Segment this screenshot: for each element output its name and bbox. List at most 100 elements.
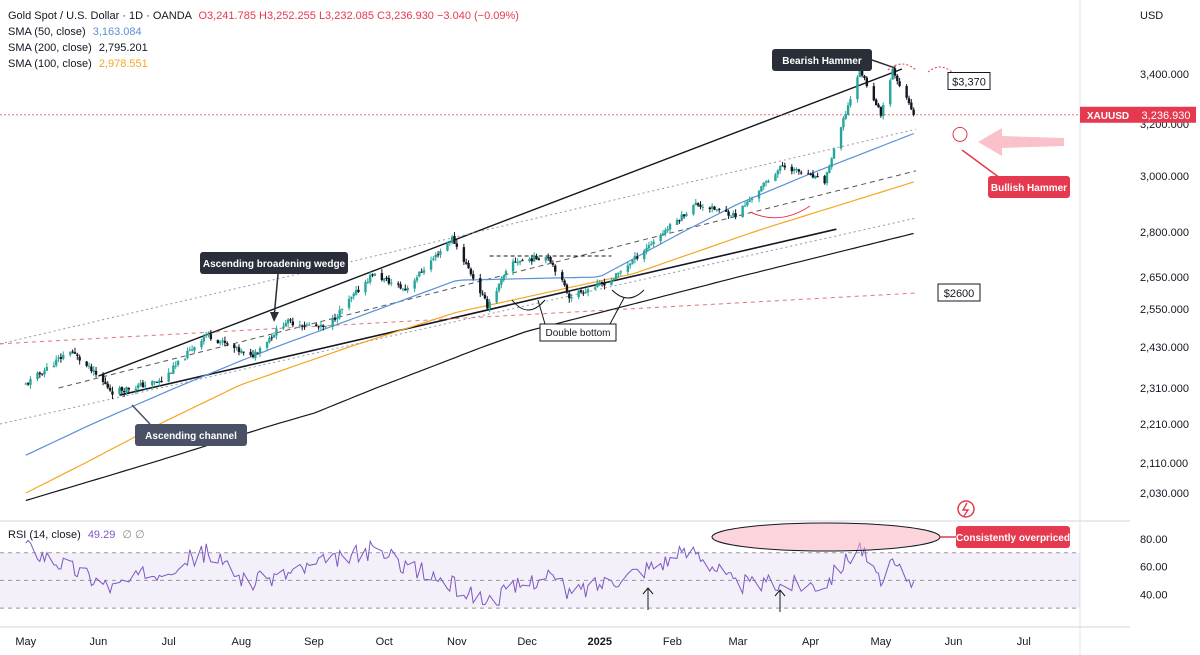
candle-body[interactable] [38, 372, 42, 375]
candle-body[interactable] [237, 347, 241, 353]
candle-body[interactable] [565, 284, 569, 293]
candle-body[interactable] [282, 326, 285, 329]
candle-body[interactable] [549, 257, 552, 263]
candle-body[interactable] [792, 168, 796, 172]
candle-body[interactable] [495, 290, 498, 303]
candle-body[interactable] [317, 326, 320, 328]
candle-body[interactable] [479, 278, 482, 294]
candle-body[interactable] [554, 265, 557, 272]
candle-body[interactable] [308, 324, 311, 326]
candle-body[interactable] [828, 166, 831, 173]
candle-body[interactable] [882, 104, 885, 117]
candle-body[interactable] [800, 172, 803, 174]
candle-body[interactable] [692, 205, 695, 215]
candle-body[interactable] [305, 324, 309, 326]
candle-body[interactable] [865, 77, 869, 87]
candle-body[interactable] [680, 214, 683, 221]
candle-body[interactable] [598, 282, 601, 284]
candle-body[interactable] [561, 272, 564, 280]
candle-body[interactable] [528, 258, 531, 262]
candle-body[interactable] [725, 209, 728, 212]
candle-body[interactable] [141, 382, 145, 388]
candle-body[interactable] [877, 104, 880, 108]
candle-body[interactable] [415, 277, 419, 281]
candle-body[interactable] [715, 209, 719, 211]
candle-body[interactable] [849, 99, 852, 106]
candle-body[interactable] [57, 357, 60, 359]
candle-body[interactable] [336, 317, 339, 320]
candle-body[interactable] [90, 366, 93, 372]
candle-body[interactable] [889, 80, 892, 105]
candle-body[interactable] [734, 213, 737, 217]
candle-body[interactable] [122, 391, 126, 393]
candle-body[interactable] [354, 290, 358, 295]
candle-body[interactable] [92, 370, 95, 372]
candle-body[interactable] [907, 98, 911, 104]
candle-body[interactable] [108, 387, 112, 391]
candle-body[interactable] [537, 258, 541, 261]
candle-body[interactable] [291, 321, 295, 326]
candle-body[interactable] [532, 255, 536, 262]
candle-body[interactable] [535, 255, 538, 260]
candle-body[interactable] [896, 75, 899, 82]
candle-body[interactable] [101, 374, 105, 382]
candle-body[interactable] [842, 118, 845, 128]
candle-body[interactable] [235, 346, 238, 348]
candle-body[interactable] [429, 260, 433, 270]
candle-body[interactable] [169, 373, 173, 375]
candle-body[interactable] [645, 248, 648, 252]
candle-body[interactable] [760, 186, 763, 192]
candle-body[interactable] [29, 379, 32, 385]
candle-body[interactable] [462, 247, 466, 262]
candle-body[interactable] [233, 344, 236, 349]
candle-body[interactable] [186, 350, 189, 359]
candle-body[interactable] [434, 254, 437, 258]
candle-body[interactable] [636, 256, 639, 259]
candle-body[interactable] [406, 287, 409, 291]
candle-body[interactable] [455, 243, 459, 247]
candle-body[interactable] [816, 176, 819, 178]
candle-body[interactable] [303, 325, 306, 327]
candle-body[interactable] [530, 258, 534, 262]
candle-body[interactable] [390, 282, 393, 284]
candle-body[interactable] [708, 207, 712, 210]
candle-body[interactable] [284, 323, 288, 327]
candle-body[interactable] [275, 328, 278, 336]
candle-body[interactable] [846, 105, 850, 115]
candle-body[interactable] [24, 383, 27, 385]
candle-body[interactable] [504, 271, 508, 276]
candle-body[interactable] [127, 387, 131, 390]
candle-body[interactable] [844, 114, 847, 119]
candle-body[interactable] [617, 272, 620, 275]
candle-body[interactable] [912, 109, 915, 115]
candle-body[interactable] [699, 204, 702, 207]
candle-body[interactable] [746, 201, 749, 206]
candle-body[interactable] [701, 206, 705, 208]
candle-body[interactable] [718, 208, 721, 210]
candle-body[interactable] [139, 383, 142, 386]
candle-body[interactable] [652, 241, 655, 244]
candle-body[interactable] [153, 381, 156, 383]
candle-body[interactable] [518, 261, 522, 263]
candle-body[interactable] [741, 205, 744, 218]
candle-body[interactable] [511, 261, 515, 272]
candle-body[interactable] [465, 262, 468, 264]
candle-body[interactable] [584, 292, 587, 294]
candle-body[interactable] [324, 326, 327, 328]
candle-body[interactable] [874, 99, 878, 106]
candle-body[interactable] [448, 242, 452, 244]
candle-body[interactable] [729, 215, 733, 217]
candle-body[interactable] [593, 287, 597, 289]
candle-body[interactable] [514, 261, 517, 263]
candle-body[interactable] [338, 309, 341, 318]
candle-body[interactable] [682, 214, 686, 217]
candle-body[interactable] [190, 349, 194, 351]
candle-body[interactable] [570, 297, 573, 299]
candle-body[interactable] [628, 263, 632, 266]
candle-body[interactable] [486, 298, 489, 309]
candle-body[interactable] [104, 381, 107, 385]
candle-body[interactable] [439, 251, 442, 255]
candle-body[interactable] [387, 277, 391, 284]
candle-body[interactable] [87, 365, 91, 367]
